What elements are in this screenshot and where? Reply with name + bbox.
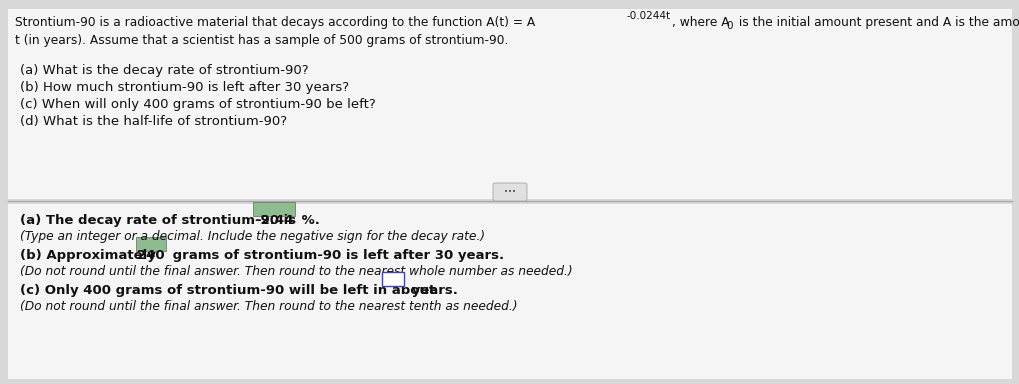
Text: (b) How much strontium-90 is left after 30 years?: (b) How much strontium-90 is left after … bbox=[20, 81, 348, 94]
Text: 0: 0 bbox=[726, 21, 732, 31]
Text: (d) What is the half-life of strontium-90?: (d) What is the half-life of strontium-9… bbox=[20, 115, 286, 128]
Bar bbox=[382, 272, 404, 286]
Bar bbox=[8, 9, 1011, 199]
FancyBboxPatch shape bbox=[492, 183, 527, 201]
Bar bbox=[8, 204, 1011, 379]
Text: (Do not round until the final answer. Then round to the nearest whole number as : (Do not round until the final answer. Th… bbox=[20, 265, 572, 278]
Text: -0.0244t: -0.0244t bbox=[627, 11, 671, 21]
Text: years.: years. bbox=[407, 284, 458, 297]
Text: (c) When will only 400 grams of strontium-90 be left?: (c) When will only 400 grams of strontiu… bbox=[20, 98, 375, 111]
Text: t (in years). Assume that a scientist has a sample of 500 grams of strontium-90.: t (in years). Assume that a scientist ha… bbox=[15, 34, 507, 47]
Text: (c) Only 400 grams of strontium-90 will be left in about: (c) Only 400 grams of strontium-90 will … bbox=[20, 284, 439, 297]
Text: (Type an integer or a decimal. Include the negative sign for the decay rate.): (Type an integer or a decimal. Include t… bbox=[20, 230, 484, 243]
Text: (b) Approximately: (b) Approximately bbox=[20, 249, 160, 262]
Text: 240: 240 bbox=[137, 249, 165, 262]
Text: (Do not round until the final answer. Then round to the nearest tenth as needed.: (Do not round until the final answer. Th… bbox=[20, 300, 517, 313]
Text: (a) The decay rate of strontium-90 is: (a) The decay rate of strontium-90 is bbox=[20, 214, 301, 227]
Text: %.: %. bbox=[297, 214, 320, 227]
Bar bbox=[136, 237, 166, 251]
Text: , where A: , where A bbox=[672, 16, 729, 29]
Text: grams of strontium-90 is left after 30 years.: grams of strontium-90 is left after 30 y… bbox=[168, 249, 503, 262]
Text: (a) What is the decay rate of strontium-90?: (a) What is the decay rate of strontium-… bbox=[20, 64, 309, 77]
Text: •••: ••• bbox=[503, 189, 516, 195]
Text: is the initial amount present and A is the amount present at time: is the initial amount present and A is t… bbox=[735, 16, 1019, 29]
Bar bbox=[253, 202, 294, 216]
Text: Strontium-90 is a radioactive material that decays according to the function A(t: Strontium-90 is a radioactive material t… bbox=[15, 16, 535, 29]
Text: -2.44: -2.44 bbox=[255, 214, 292, 227]
